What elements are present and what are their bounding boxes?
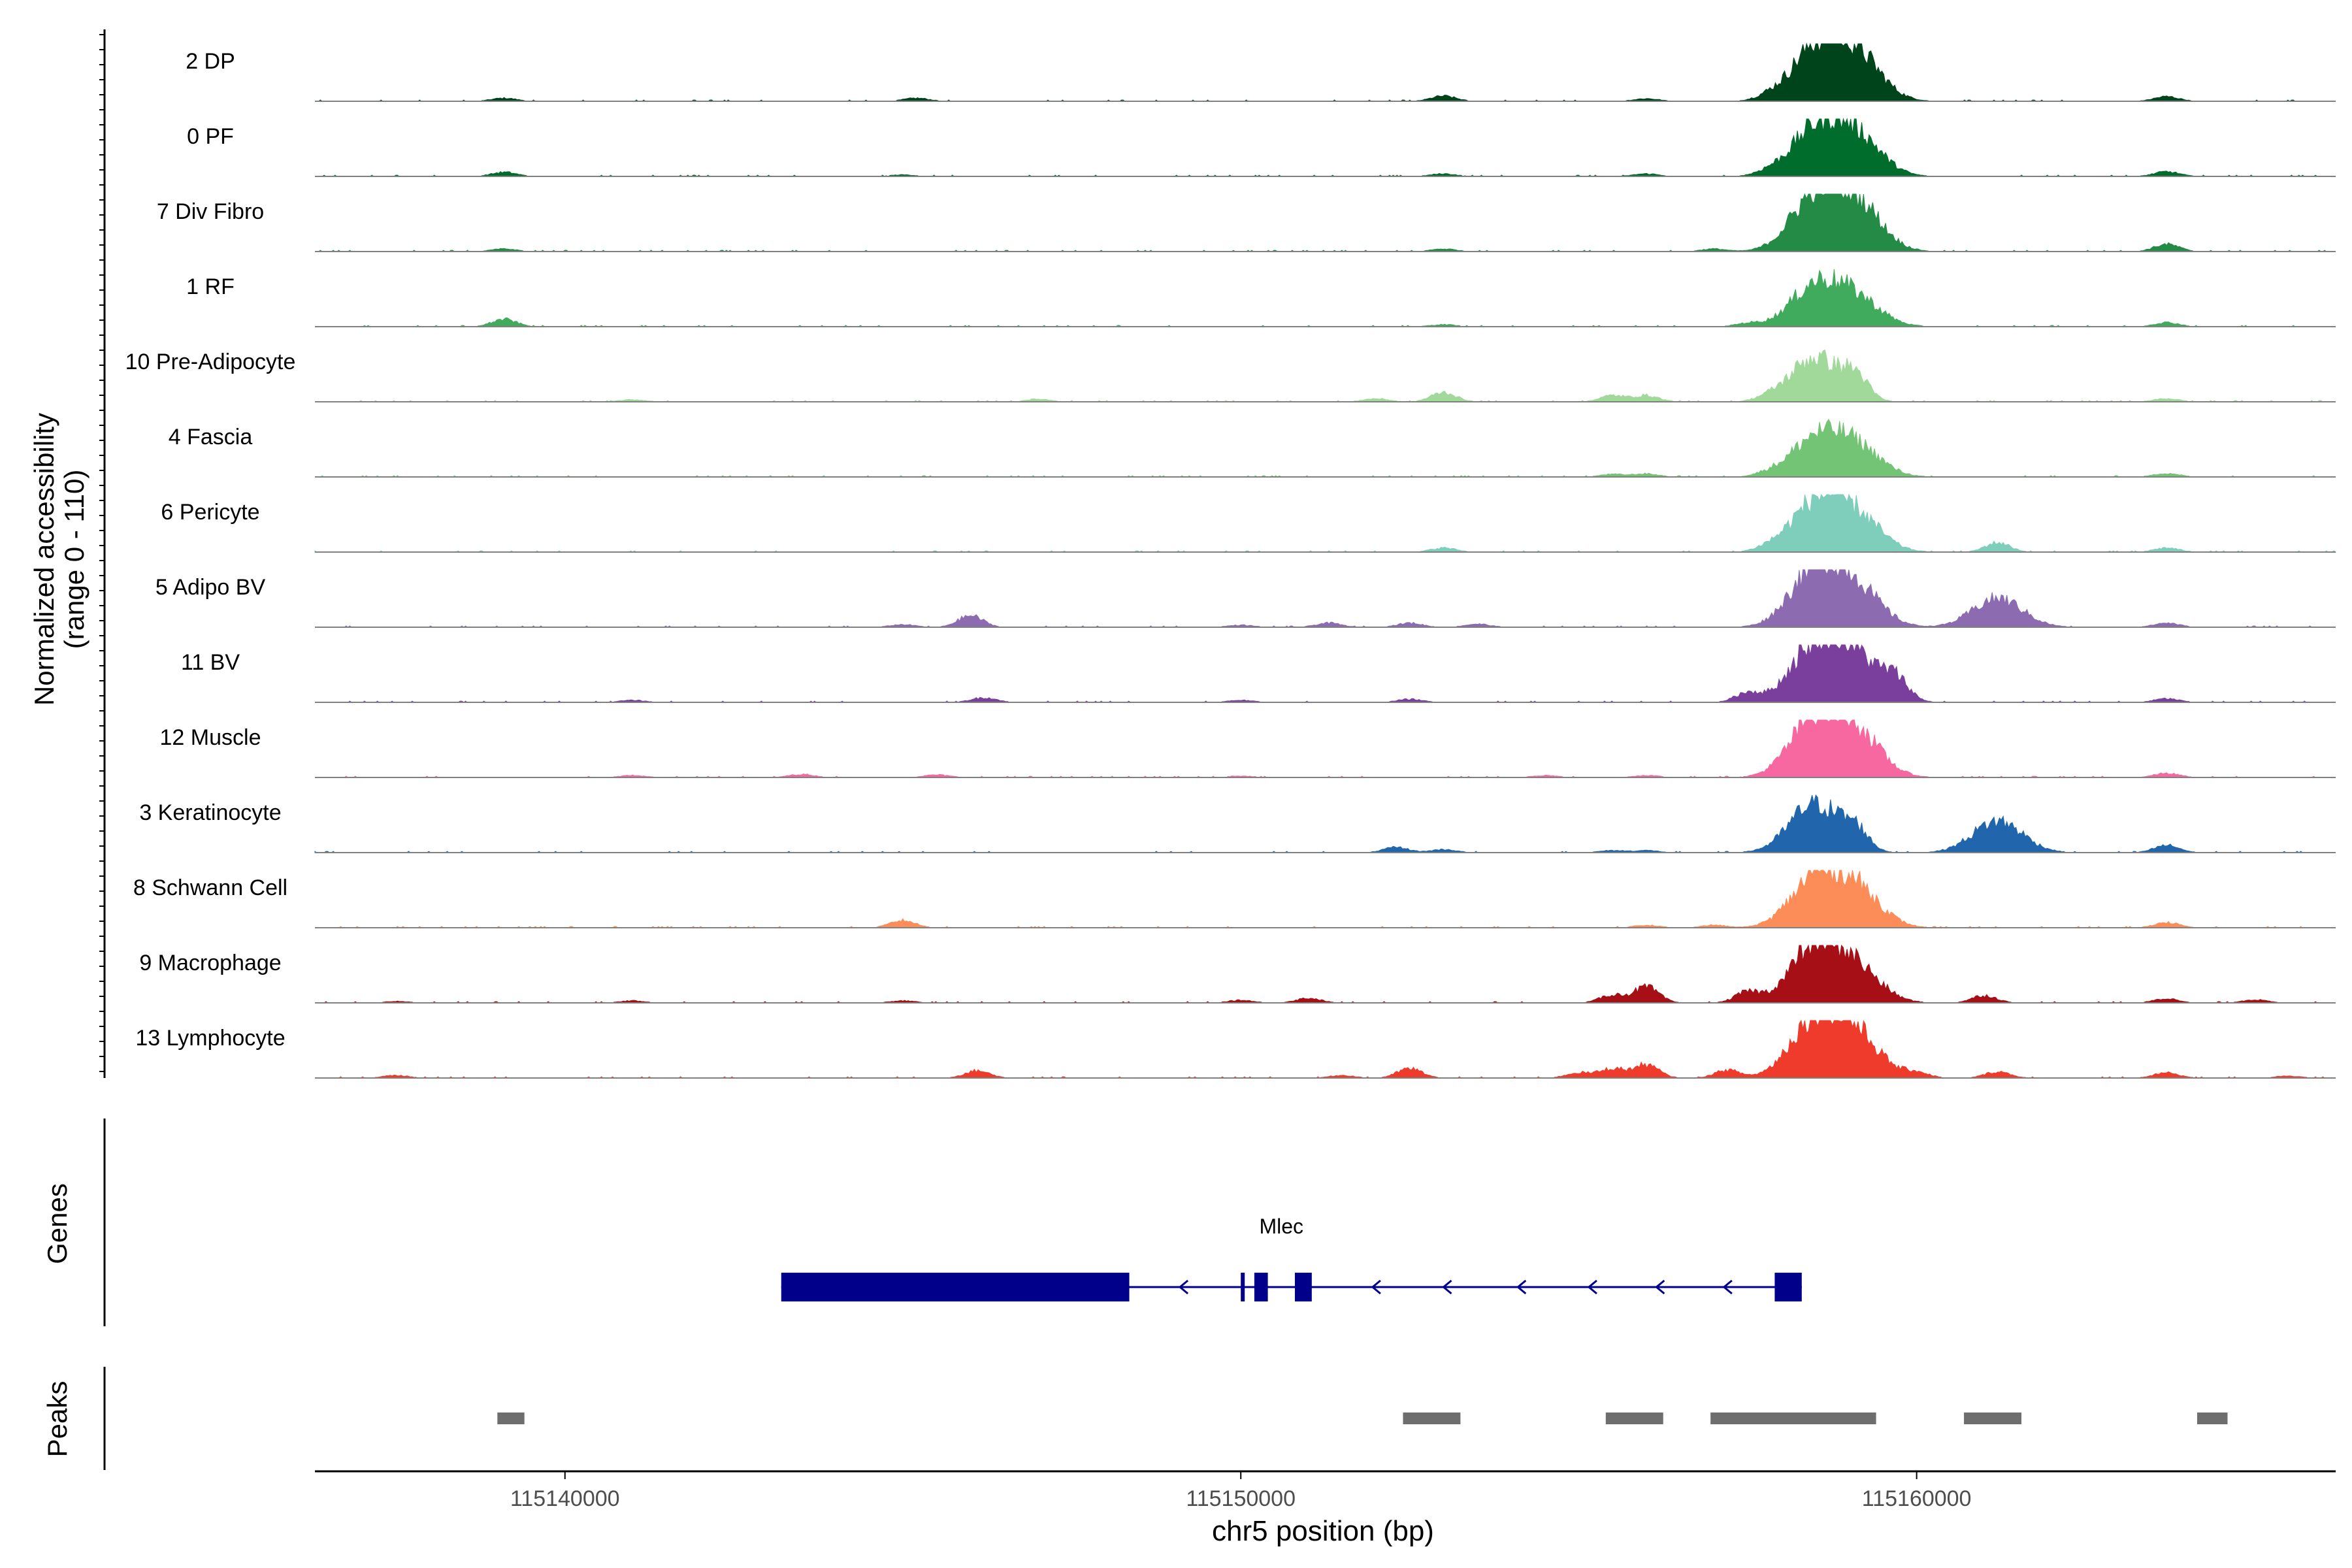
track-5: 10 Pre-Adipocyte <box>125 349 2336 402</box>
gene-exon <box>1774 1273 1802 1301</box>
peak-region <box>497 1413 525 1424</box>
x-axis-title: chr5 position (bp) <box>1212 1515 1434 1547</box>
coverage-area <box>315 568 2336 628</box>
coverage-area <box>315 719 2336 778</box>
track-14: 13 Lymphocyte <box>135 1019 2336 1079</box>
track-4: 1 RF <box>186 269 2336 327</box>
peaks-panel <box>103 1367 2228 1470</box>
coverage-area <box>315 193 2336 252</box>
track-2: 0 PF <box>187 118 2336 177</box>
peak-region <box>1403 1413 1461 1424</box>
genes-panel-label: Genes <box>42 1183 73 1264</box>
track-label: 8 Schwann Cell <box>133 875 287 900</box>
strand-arrow <box>1516 1279 1527 1295</box>
coverage-area <box>314 794 2336 853</box>
coverage-area <box>315 118 2336 177</box>
track-13: 9 Macrophage <box>139 944 2336 1004</box>
track-label: 1 RF <box>186 274 235 299</box>
coverage-area <box>315 1019 2336 1079</box>
y-axis-label-line1: Normalized accessibility <box>29 413 59 706</box>
peak-region <box>2197 1413 2228 1424</box>
x-tick-label: 115140000 <box>510 1486 620 1511</box>
strand-arrow <box>1178 1279 1189 1295</box>
genes-panel: Mlec <box>103 1119 1802 1326</box>
track-label: 0 PF <box>187 124 234 149</box>
gene-exon <box>1294 1273 1312 1301</box>
coverage-y-axis <box>99 29 106 1078</box>
track-11: 3 Keratinocyte <box>139 794 2336 853</box>
coverage-tracks: 2 DP 0 PF 7 Div Fibro 1 RF 10 Pre-Adipocyte 4… <box>125 42 2337 1079</box>
track-8: 5 Adipo BV <box>155 568 2336 628</box>
track-1: 2 DP <box>186 42 2336 102</box>
coverage-area <box>315 944 2336 1004</box>
track-label: 6 Pericyte <box>161 500 259 525</box>
gene-exon <box>781 1273 1130 1301</box>
coverage-area <box>315 349 2336 402</box>
coverage-area <box>315 644 2336 703</box>
x-tick-label: 115150000 <box>1186 1486 1296 1511</box>
strand-arrow <box>1587 1279 1597 1295</box>
peak-region <box>1605 1413 1663 1424</box>
track-label: 2 DP <box>186 49 235 74</box>
track-6: 4 Fascia <box>169 419 2336 478</box>
gene-exon <box>1241 1273 1245 1301</box>
track-label: 3 Keratinocyte <box>139 800 281 825</box>
coverage-area <box>314 493 2337 553</box>
track-9: 11 BV <box>181 644 2336 703</box>
x-tick-label: 115160000 <box>1862 1486 1972 1511</box>
track-label: 7 Div Fibro <box>157 199 264 224</box>
coverage-area <box>315 269 2336 327</box>
gene-model: Mlec <box>781 1215 1802 1301</box>
strand-arrow <box>1371 1279 1381 1295</box>
gene-exon <box>1254 1273 1268 1301</box>
peak-region <box>1710 1413 1876 1424</box>
coverage-area <box>315 870 2336 928</box>
track-7: 6 Pericyte <box>161 493 2337 553</box>
peaks-panel-label: Peaks <box>42 1381 73 1458</box>
track-label: 9 Macrophage <box>139 951 281 975</box>
coverage-area <box>315 419 2336 478</box>
strand-arrow <box>1655 1279 1665 1295</box>
strand-arrow <box>1722 1279 1733 1295</box>
gene-label: Mlec <box>1259 1215 1303 1238</box>
track-10: 12 Muscle <box>160 719 2336 778</box>
track-label: 13 Lymphocyte <box>135 1026 285 1051</box>
track-3: 7 Div Fibro <box>157 193 2336 252</box>
y-axis-label-line2: (range 0 - 110) <box>59 470 90 649</box>
track-label: 4 Fascia <box>169 425 253 449</box>
coverage-area <box>315 42 2336 102</box>
track-label: 10 Pre-Adipocyte <box>125 350 296 374</box>
track-12: 8 Schwann Cell <box>133 870 2336 928</box>
track-label: 5 Adipo BV <box>155 575 266 600</box>
strand-arrow <box>1442 1279 1452 1295</box>
track-label: 12 Muscle <box>160 725 261 750</box>
track-label: 11 BV <box>181 650 240 675</box>
peak-region <box>1964 1413 2021 1424</box>
x-axis: 115140000 115150000 115160000 <box>315 1470 2336 1511</box>
